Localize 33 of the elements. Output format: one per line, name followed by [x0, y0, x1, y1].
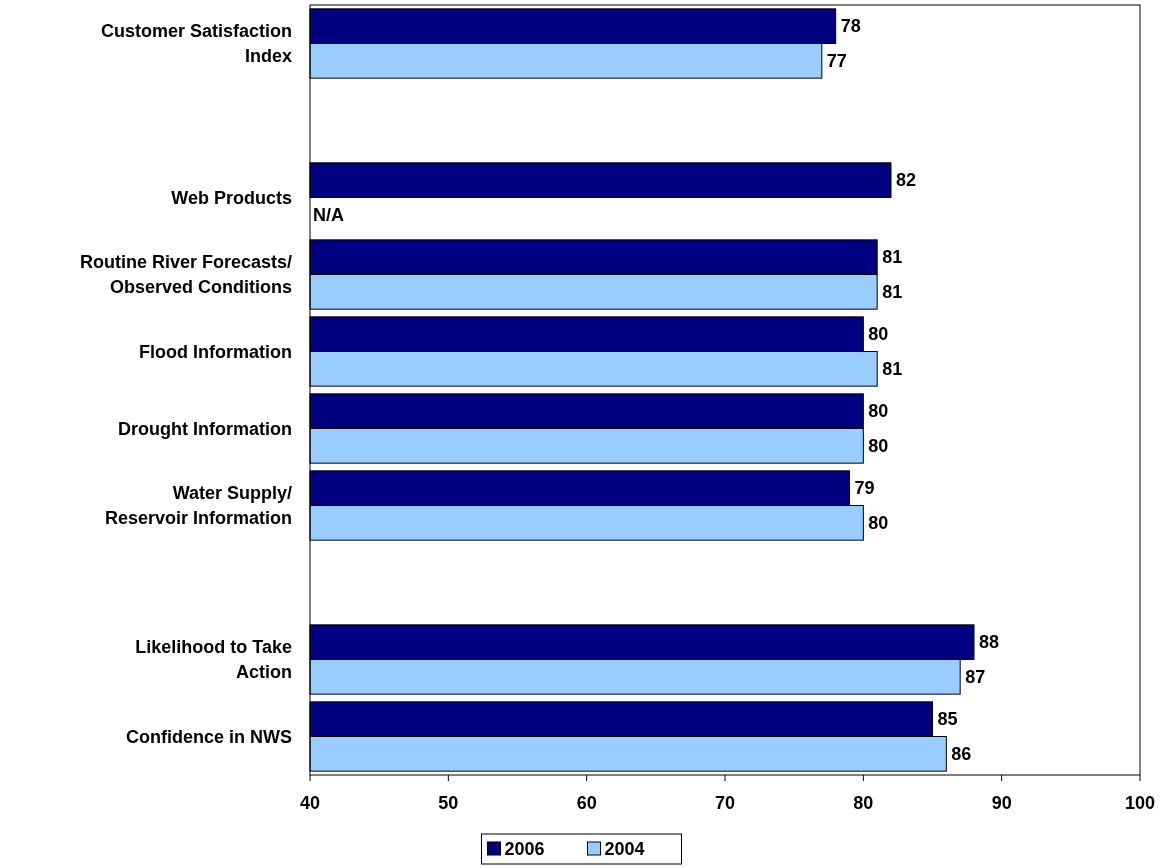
x-tick-label: 70: [714, 793, 736, 813]
data-label: 81: [882, 282, 903, 303]
y-tick-label: Water Supply/ Reservoir Information: [104, 483, 292, 529]
y-tick-label: Routine River Forecasts/ Observed Conditions: [79, 252, 292, 298]
data-label: 77: [826, 51, 847, 72]
x-tick-label: 50: [438, 793, 459, 813]
data-label: 82: [896, 170, 917, 191]
data-label: 80: [868, 324, 889, 345]
data-label: 80: [868, 436, 889, 457]
data-label: 78: [840, 16, 861, 37]
x-tick-label: 100: [1124, 793, 1156, 813]
legend-label: 2004: [604, 839, 645, 860]
y-tick-label: Drought Information: [118, 418, 292, 439]
data-label: 87: [965, 667, 986, 688]
data-label: 80: [868, 513, 889, 534]
y-tick-label: Web Products: [171, 187, 292, 208]
data-label: 81: [882, 247, 903, 268]
y-tick-label: Likelihood to Take Action: [135, 637, 292, 683]
y-tick-label: Customer Satisfaction Index: [100, 21, 292, 67]
x-tick-label: 60: [576, 793, 597, 813]
x-tick-label: 80: [853, 793, 874, 813]
text: N/A: [313, 205, 344, 226]
data-label: 79: [854, 478, 875, 499]
data-label: 85: [937, 709, 958, 730]
y-tick-label: Confidence in NWS: [126, 726, 292, 747]
data-label: 80: [868, 401, 889, 422]
legend-label: 2006: [504, 839, 545, 860]
y-tick-label: Flood Information: [139, 341, 292, 362]
data-label: 86: [951, 744, 972, 765]
x-tick-label: 40: [299, 793, 321, 813]
data-label: 88: [979, 632, 1000, 653]
data-label: 81: [882, 359, 903, 380]
x-tick-label: 90: [991, 793, 1012, 813]
